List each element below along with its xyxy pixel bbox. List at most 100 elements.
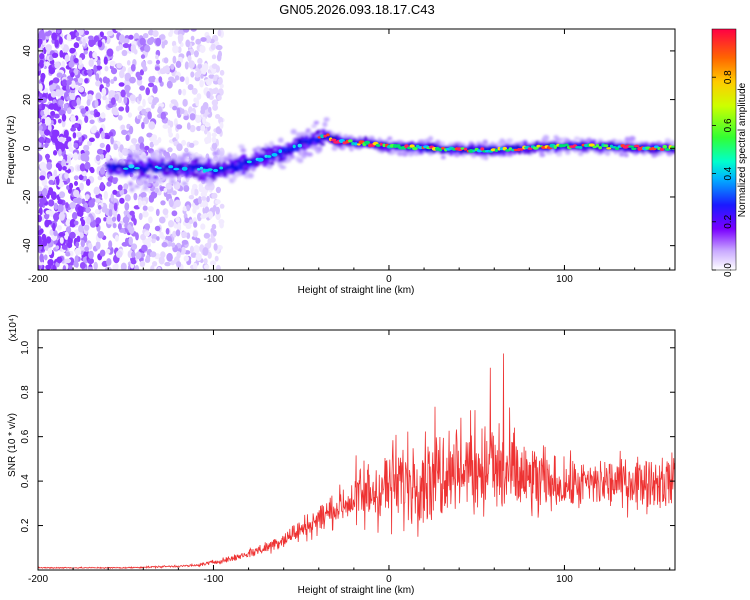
- spectrogram-ytick-label: 40: [22, 45, 33, 57]
- spectrogram-noise-dot: [80, 240, 86, 248]
- spectrogram-noise-dot: [113, 76, 118, 82]
- spectrogram-noise-dot: [50, 191, 57, 201]
- spectrogram-noise-dot: [69, 218, 76, 228]
- spectrogram-core: [189, 168, 195, 173]
- spectrogram-body: [126, 158, 132, 163]
- spectrogram-noise-dot: [84, 115, 89, 124]
- spectrogram-noise-dot: [66, 136, 72, 142]
- spectrogram-noise-dot: [136, 75, 143, 81]
- spectrogram-noise-dot: [68, 264, 73, 270]
- spectrogram-body: [146, 157, 152, 162]
- spectrogram-ridge-dot: [505, 149, 510, 152]
- spectrogram-halo: [387, 136, 393, 141]
- spectrogram-core: [233, 167, 239, 172]
- spectrogram-noise-dot: [58, 212, 65, 221]
- spectrogram-noise-dot: [76, 97, 81, 105]
- spectrogram-noise-dot: [48, 179, 54, 185]
- spectrogram-ridge-dot: [614, 146, 620, 151]
- spectrogram-noise-dot: [38, 136, 45, 143]
- spectrogram-noise-dot: [96, 59, 101, 66]
- spectrogram-ridge-dot: [364, 140, 371, 145]
- spectrogram-core: [295, 147, 300, 152]
- spectrogram-noise-dot: [38, 231, 42, 236]
- spectrogram-noise-dot: [58, 36, 63, 45]
- spectrogram-noise-dot: [103, 217, 107, 222]
- spectrogram-noise-dot: [199, 45, 206, 54]
- spectrogram-noise-dot: [54, 61, 61, 69]
- spectrogram-noise-dot: [100, 167, 105, 175]
- spectrogram-halo: [313, 120, 320, 125]
- spectrogram-noise-dot: [176, 143, 183, 152]
- spectrogram-noise-dot: [85, 194, 90, 200]
- spectrogram-body: [183, 162, 188, 166]
- spectrogram-noise-dot: [69, 201, 77, 209]
- spectrogram-noise-dot: [142, 210, 149, 218]
- spectrogram-noise-dot: [87, 242, 93, 250]
- spectrogram-noise-dot: [58, 136, 65, 143]
- spectrogram-noise-dot: [78, 86, 85, 93]
- spectrogram-ridge-dot: [326, 133, 330, 137]
- spectrogram-noise-dot: [133, 192, 138, 201]
- spectrogram-noise-dot: [117, 115, 123, 121]
- spectrogram-noise-dot: [49, 55, 54, 61]
- spectrogram-noise-dot: [184, 250, 191, 255]
- spectrogram-noise-dot: [118, 82, 125, 87]
- spectrogram-noise-dot: [135, 143, 141, 151]
- spectrogram-noise-dot: [82, 38, 86, 47]
- spectrogram-noise-dot: [62, 166, 67, 171]
- spectrogram-noise-dot: [126, 60, 131, 66]
- colorbar-label: Normalized spectral amplitude: [737, 82, 748, 217]
- spectrogram-noise-dot: [95, 92, 102, 101]
- spectrogram-noise-dot: [202, 116, 207, 125]
- spectrogram-noise-dot: [147, 96, 154, 103]
- spectrogram-noise-dot: [56, 29, 61, 34]
- spectrogram-noise-dot: [78, 174, 84, 181]
- spectrogram-noise-dot: [59, 237, 64, 244]
- spectrogram-noise-dot: [205, 35, 212, 44]
- snr-ytick-label: 0.8: [20, 385, 31, 399]
- spectrogram-noise-dot: [77, 63, 83, 70]
- spectrogram-halo: [453, 152, 460, 158]
- spectrogram-noise-dot: [192, 262, 198, 270]
- spectrogram-noise-dot: [88, 137, 95, 143]
- spectrogram-noise-dot: [185, 39, 191, 48]
- spectrogram-ytick-label: -40: [22, 238, 33, 253]
- spectrogram-body: [128, 154, 133, 158]
- spectrogram-ridge-dot: [207, 168, 213, 171]
- spectrogram-noise-dot: [95, 65, 103, 70]
- spectrogram-noise-dot: [147, 206, 154, 212]
- spectrogram-noise-dot: [63, 129, 69, 139]
- spectrogram-noise-dot: [38, 202, 44, 208]
- spectrogram-noise-dot: [190, 71, 195, 78]
- spectrogram-noise-dot: [186, 122, 191, 130]
- spectrogram-noise-dot: [95, 111, 101, 118]
- spectrogram-halo: [628, 135, 636, 142]
- spectrogram-noise-dot: [121, 49, 128, 57]
- spectrogram-noise-dot: [79, 163, 86, 172]
- spectrogram-noise-dot: [200, 37, 207, 42]
- spectrogram-noise-dot: [169, 198, 174, 208]
- spectrogram-noise-dot: [106, 248, 111, 254]
- spectrogram-noise-dot: [219, 69, 225, 76]
- spectrogram-noise-dot: [44, 116, 52, 126]
- spectrogram-noise-dot: [107, 103, 114, 109]
- spectrogram-noise-dot: [90, 126, 97, 134]
- spectrogram-body: [320, 142, 326, 146]
- spectrogram-ridge-dot: [532, 146, 539, 150]
- spectrogram-noise-dot: [200, 73, 204, 79]
- spectrogram-noise-dot: [162, 66, 167, 74]
- spectrogram-noise-dot: [52, 77, 60, 84]
- spectrogram-noise-dot: [176, 251, 181, 259]
- spectrogram-halo: [139, 176, 147, 181]
- spectrogram-noise-dot: [143, 116, 150, 125]
- spectrogram-noise-dot: [158, 256, 165, 265]
- spectrogram-ridge-dot: [592, 145, 597, 149]
- spectrogram-noise-dot: [199, 79, 204, 88]
- spectrogram-noise-dot: [112, 264, 118, 270]
- spectrogram-halo: [217, 157, 223, 163]
- spectrogram-noise-dot: [72, 132, 77, 139]
- spectrogram-noise-dot: [162, 124, 169, 129]
- spectrogram-noise-dot: [84, 224, 90, 231]
- spectrogram-noise-dot: [85, 206, 91, 214]
- spectrogram-halo: [666, 152, 673, 157]
